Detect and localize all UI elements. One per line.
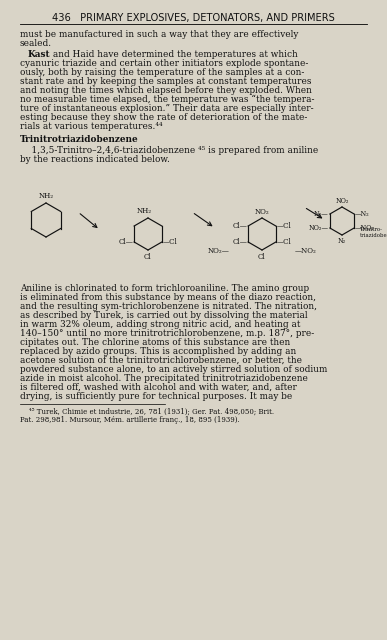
Text: Cl: Cl (258, 253, 266, 261)
Text: Cl: Cl (144, 253, 152, 261)
Text: esting because they show the rate of deterioration of the mate-: esting because they show the rate of det… (20, 113, 307, 122)
Text: Pat. 298,981. Mursour, Mém. artillerie franç., 18, 895 (1939).: Pat. 298,981. Mursour, Mém. artillerie f… (20, 416, 240, 424)
Text: N₂—: N₂— (314, 210, 329, 218)
Text: no measurable time elapsed, the temperature was “the tempera-: no measurable time elapsed, the temperat… (20, 95, 315, 104)
Text: NH₂: NH₂ (137, 207, 152, 215)
Text: must be manufactured in such a way that they are effectively: must be manufactured in such a way that … (20, 30, 298, 39)
Text: rials at various temperatures.⁴⁴: rials at various temperatures.⁴⁴ (20, 122, 163, 131)
Text: Kast: Kast (28, 50, 51, 59)
Text: NO₂: NO₂ (255, 208, 269, 216)
Text: by the reactions indicated below.: by the reactions indicated below. (20, 155, 170, 164)
Text: acetone solution of the trinitrotrichlorobenzene, or better, the: acetone solution of the trinitrotrichlor… (20, 356, 302, 365)
Text: is filtered off, washed with alcohol and with water, and, after: is filtered off, washed with alcohol and… (20, 383, 297, 392)
Text: ⁴⁵ Turek, Chimie et industrie, 26, 781 (1931); Ger. Pat. 498,050; Brit.: ⁴⁵ Turek, Chimie et industrie, 26, 781 (… (20, 408, 274, 416)
Text: and the resulting sym-trichlorobenzene is nitrated. The nitration,: and the resulting sym-trichlorobenzene i… (20, 302, 317, 311)
Text: Cl—: Cl— (118, 238, 133, 246)
Text: cyanuric triazide and certain other initiators explode spontane-: cyanuric triazide and certain other init… (20, 59, 308, 68)
Text: sealed.: sealed. (20, 39, 52, 48)
Text: —Cl: —Cl (163, 238, 178, 246)
Text: and noting the times which elapsed before they exploded. When: and noting the times which elapsed befor… (20, 86, 312, 95)
Text: NO₂—: NO₂— (309, 224, 329, 232)
Text: NO₂—: NO₂— (207, 247, 229, 255)
Text: NO₂: NO₂ (335, 197, 349, 205)
Text: ture of instantaneous explosion.” Their data are especially inter-: ture of instantaneous explosion.” Their … (20, 104, 313, 113)
Text: and Haid have determined the temperatures at which: and Haid have determined the temperature… (50, 50, 298, 59)
Text: —NO₂: —NO₂ (355, 224, 375, 232)
Text: —N₂: —N₂ (355, 210, 370, 218)
Text: replaced by azido groups. This is accomplished by adding an: replaced by azido groups. This is accomp… (20, 347, 296, 356)
Text: —NO₂: —NO₂ (295, 247, 317, 255)
Text: drying, is sufficiently pure for technical purposes. It may be: drying, is sufficiently pure for technic… (20, 392, 292, 401)
Text: Cl—: Cl— (232, 238, 247, 246)
Text: in warm 32% oleum, adding strong nitric acid, and heating at: in warm 32% oleum, adding strong nitric … (20, 320, 300, 329)
Text: stant rate and by keeping the samples at constant temperatures: stant rate and by keeping the samples at… (20, 77, 312, 86)
Text: —Cl: —Cl (277, 222, 292, 230)
Text: 140–150° until no more trinitrotrichlorobenzene, m.p. 187°, pre-: 140–150° until no more trinitrotrichloro… (20, 329, 314, 338)
Text: powdered substance alone, to an actively stirred solution of sodium: powdered substance alone, to an actively… (20, 365, 327, 374)
Text: —Cl: —Cl (277, 238, 292, 246)
Text: Trinitrotriazidobenzene: Trinitrotriazidobenzene (20, 135, 139, 144)
Text: is eliminated from this substance by means of the diazo reaction,: is eliminated from this substance by mea… (20, 293, 316, 302)
Text: 436   PRIMARY EXPLOSIVES, DETONATORS, AND PRIMERS: 436 PRIMARY EXPLOSIVES, DETONATORS, AND … (51, 13, 334, 23)
Text: Trinitro-
triazidobenzene: Trinitro- triazidobenzene (360, 227, 387, 238)
Text: N₂: N₂ (338, 237, 346, 245)
Text: Aniline is chlorinated to form trichloroaniline. The amino group: Aniline is chlorinated to form trichloro… (20, 284, 309, 293)
Text: ously, both by raising the temperature of the samples at a con-: ously, both by raising the temperature o… (20, 68, 304, 77)
Text: 1,3,5-Trinitro–2,4,6-triazidobenzene ⁴⁵ is prepared from aniline: 1,3,5-Trinitro–2,4,6-triazidobenzene ⁴⁵ … (20, 146, 318, 155)
Text: Cl—: Cl— (232, 222, 247, 230)
Text: cipitates out. The chlorine atoms of this substance are then: cipitates out. The chlorine atoms of thi… (20, 338, 290, 347)
Text: azide in moist alcohol. The precipitated trinitrotriazidobenzene: azide in moist alcohol. The precipitated… (20, 374, 308, 383)
Text: as described by Turek, is carried out by dissolving the material: as described by Turek, is carried out by… (20, 311, 308, 320)
Text: NH₂: NH₂ (38, 192, 53, 200)
